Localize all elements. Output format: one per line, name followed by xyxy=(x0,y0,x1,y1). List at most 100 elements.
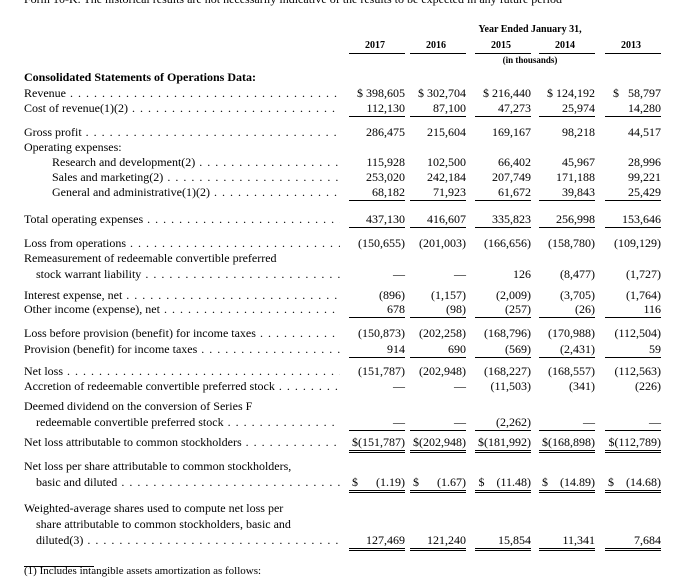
cell-value: 71,923 xyxy=(433,185,466,199)
row-label: Research and development(2) xyxy=(52,155,340,170)
cell-value: (226) xyxy=(635,379,661,393)
cell-value: (1,764) xyxy=(626,288,661,302)
underline xyxy=(475,317,531,318)
cell-value: 102,500 xyxy=(427,155,466,169)
underline xyxy=(539,549,595,551)
unit: (in thousands) xyxy=(502,55,558,65)
cell-value: 678 xyxy=(387,302,405,316)
cell-value: 171,188 xyxy=(556,170,595,184)
cell-value: 87,100 xyxy=(433,101,466,115)
cell-value: (257) xyxy=(505,302,531,316)
cell-value: $ (14.68) xyxy=(608,474,661,489)
underline xyxy=(475,429,531,431)
cell-value: (2,262) xyxy=(496,414,531,429)
row-label: Net loss attributable to common stockhol… xyxy=(24,435,340,450)
underline xyxy=(410,549,466,551)
cell-value: 335,823 xyxy=(492,212,531,226)
cell-value: $ (1.67) xyxy=(413,474,466,489)
cell-value: (168,796) xyxy=(484,326,531,340)
cell-value: 15,854 xyxy=(498,532,531,547)
row-label: stock warrant liability xyxy=(36,267,340,282)
row-label: Deemed dividend on the conversion of Ser… xyxy=(24,399,253,413)
row-label: Remeasurement of redeemable convertible … xyxy=(24,251,277,265)
underline xyxy=(410,227,466,228)
row-label: Weighted-average shares used to compute … xyxy=(24,501,284,515)
cell-value: (8,477) xyxy=(560,266,595,281)
underline xyxy=(605,450,661,451)
underline xyxy=(349,549,405,551)
row-label: Revenue xyxy=(24,86,340,101)
cell-value: 61,672 xyxy=(498,185,531,199)
underline xyxy=(349,317,405,318)
year-rule xyxy=(605,53,661,54)
underline xyxy=(349,452,405,453)
row-label: Net loss xyxy=(24,364,340,379)
year-rule xyxy=(349,53,405,54)
cell-value: 169,167 xyxy=(492,125,531,139)
cell-value: $ 58,797 xyxy=(613,86,661,100)
year-header: 2013 xyxy=(621,40,641,51)
underline xyxy=(605,549,661,551)
cell-value: (112,504) xyxy=(614,326,661,340)
underline xyxy=(605,547,661,549)
cell-value: (202,948) xyxy=(419,364,466,378)
row-label: Other income (expense), net xyxy=(24,302,340,317)
cell-value: 112,130 xyxy=(366,101,405,115)
footnote-rule xyxy=(24,566,94,567)
underline xyxy=(349,200,405,201)
cell-value: $(202,948) xyxy=(413,435,466,449)
cell-value: (150,655) xyxy=(358,236,405,250)
cell-value: (1,157) xyxy=(431,288,466,302)
row-label: Sales and marketing(2) xyxy=(52,170,340,185)
cell-value: — xyxy=(583,414,595,429)
cell-value: 914 xyxy=(387,342,405,356)
row-label: Accretion of redeemable convertible pref… xyxy=(24,379,340,394)
underline xyxy=(349,547,405,549)
year-rule xyxy=(475,53,531,54)
cell-value: 25,429 xyxy=(628,185,661,199)
cell-value: 28,996 xyxy=(628,155,661,169)
underline xyxy=(475,489,531,491)
cell-value: $ 124,192 xyxy=(547,86,595,100)
row-label: redeemable convertible preferred stock xyxy=(36,415,340,430)
cell-value: 126 xyxy=(513,266,531,281)
year-header: 2014 xyxy=(555,40,575,51)
cell-value: $(151,787) xyxy=(352,435,405,449)
underline xyxy=(349,489,405,491)
cell-value: (2,431) xyxy=(560,342,595,356)
year-header: 2016 xyxy=(426,40,446,51)
underline xyxy=(539,429,595,431)
cell-value: 7,684 xyxy=(634,532,661,547)
row-label: basic and diluted xyxy=(36,475,340,490)
cell-value: (166,656) xyxy=(484,236,531,250)
cell-value: $ (14.89) xyxy=(542,474,595,489)
underline xyxy=(605,116,661,117)
cell-value: 215,604 xyxy=(427,125,466,139)
year-header: 2015 xyxy=(491,40,511,51)
underline xyxy=(539,227,595,228)
cell-value: 437,130 xyxy=(366,212,405,226)
cell-value: 66,402 xyxy=(498,155,531,169)
cell-value: (151,787) xyxy=(358,364,405,378)
cell-value: (2,009) xyxy=(496,288,531,302)
underline xyxy=(605,227,661,228)
row-label: share attributable to common stockholder… xyxy=(36,516,291,531)
cell-value: (3,705) xyxy=(560,288,595,302)
year-header: 2017 xyxy=(365,40,385,51)
row-label: Loss before provision (benefit) for inco… xyxy=(24,326,340,341)
underline xyxy=(539,489,595,491)
cell-value: 121,240 xyxy=(427,532,466,547)
underline xyxy=(605,200,661,201)
section-title: Consolidated Statements of Operations Da… xyxy=(24,70,256,84)
cell-value: (109,129) xyxy=(614,236,661,250)
row-label: Loss from operations xyxy=(24,236,340,251)
underline xyxy=(539,116,595,117)
underline xyxy=(539,547,595,549)
cell-value: 153,646 xyxy=(622,212,661,226)
cell-value: (112,563) xyxy=(614,364,661,378)
underline xyxy=(539,452,595,453)
cell-value: $(168,898) xyxy=(542,435,595,449)
footnote: (1) Includes intangible assets amortizat… xyxy=(24,565,262,577)
underline xyxy=(475,227,531,228)
